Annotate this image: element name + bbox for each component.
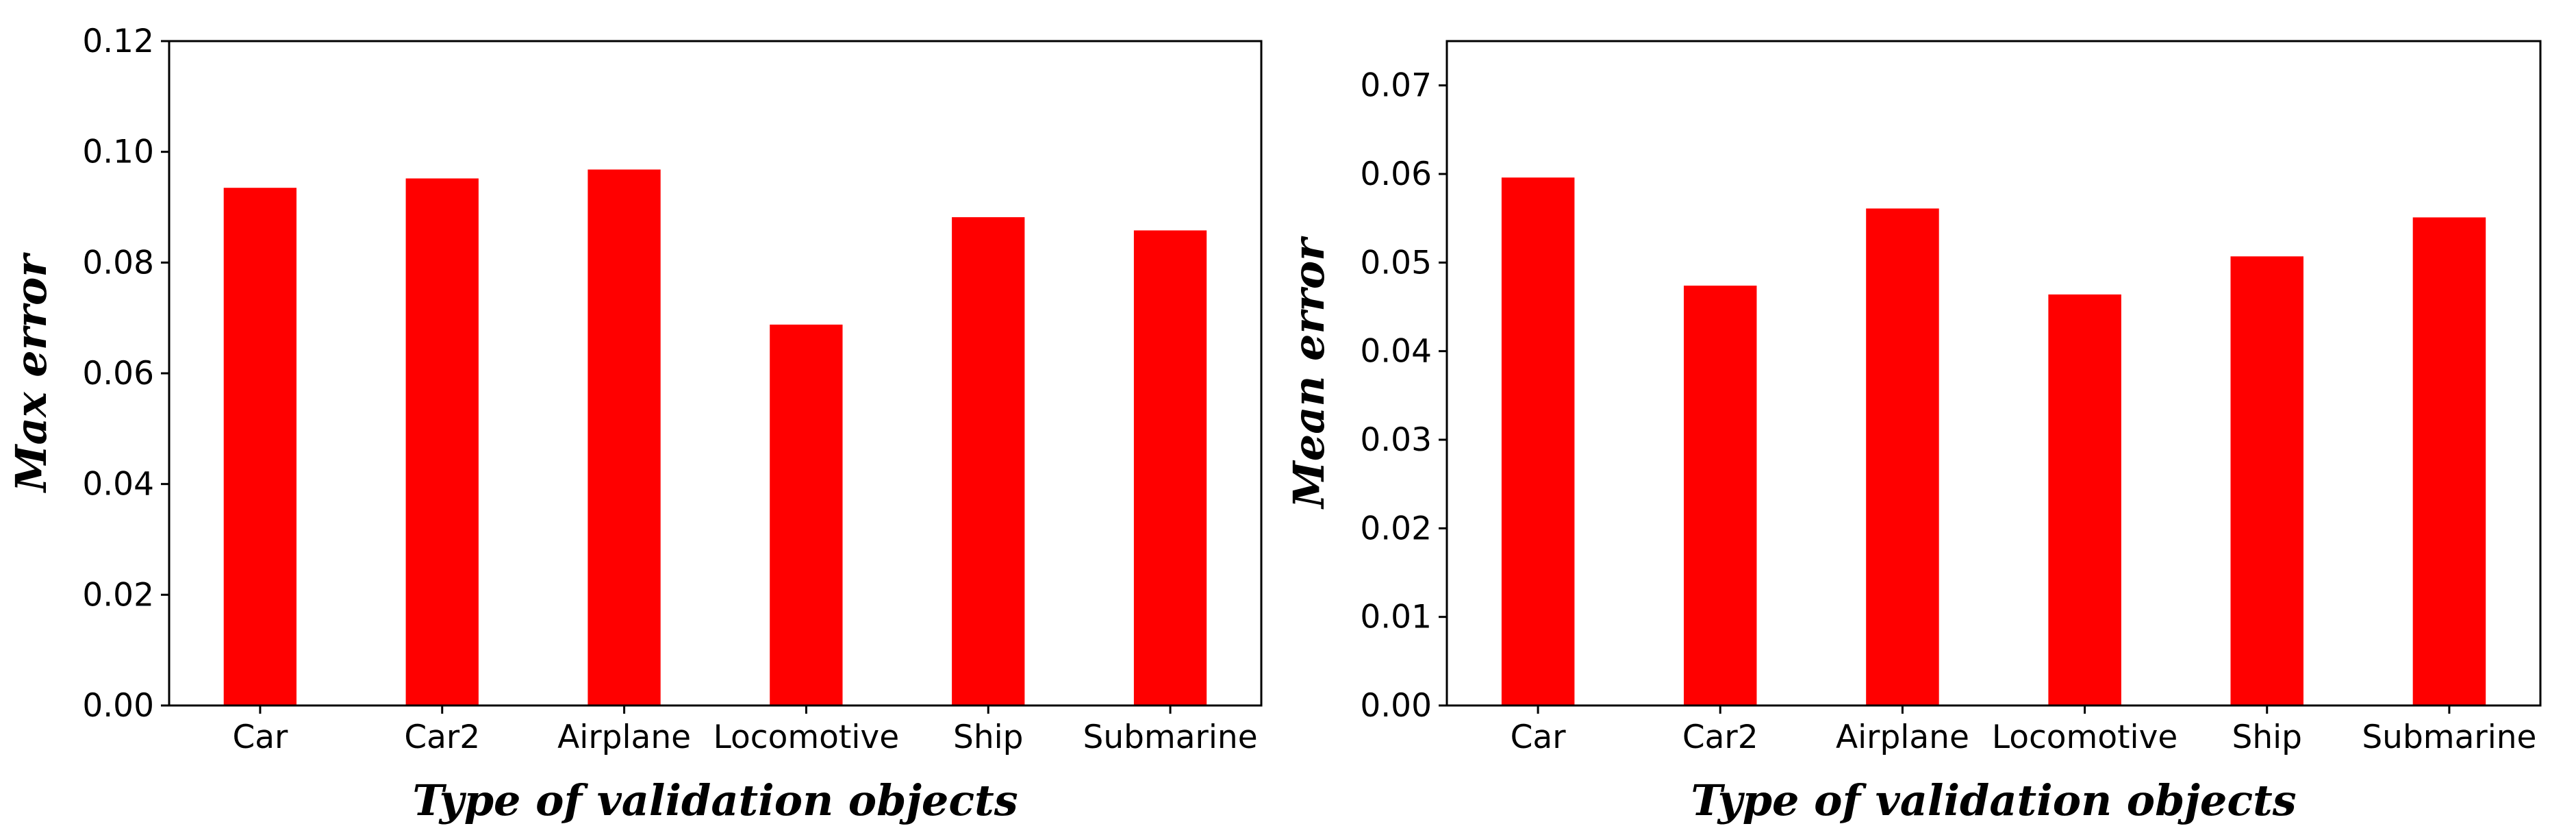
- y-tick-label: 0.10: [82, 134, 154, 171]
- y-tick-label: 0.04: [82, 466, 154, 503]
- x-tick-label: Car: [232, 719, 288, 756]
- bar-locomotive: [770, 324, 843, 705]
- x-tick-label: Submarine: [2362, 719, 2536, 756]
- bar-submarine: [1133, 230, 1207, 705]
- max-error-chart: Max error Type of validation objects 0.0…: [6, 23, 1263, 825]
- bar-car: [223, 188, 296, 705]
- y-axis-title: Mean error: [1284, 236, 1334, 510]
- x-tick-label: Car2: [1682, 719, 1758, 756]
- x-tick-label: Car2: [404, 719, 480, 756]
- bar-locomotive: [2048, 294, 2121, 705]
- x-tick-label: Car: [1511, 719, 1567, 756]
- y-tick-label: 0.06: [82, 355, 154, 392]
- y-tick-label: 0.07: [1360, 67, 1432, 105]
- mean-error-chart: Mean error Type of validation objects 0.…: [1284, 40, 2542, 825]
- bar-ship: [952, 217, 1025, 706]
- y-tick-label: 0.01: [1360, 599, 1432, 636]
- y-tick-label: 0.03: [1360, 421, 1432, 459]
- x-tick-label: Airplane: [1836, 719, 1969, 756]
- y-axis-title: Max error: [6, 252, 56, 493]
- y-tick-label: 0.08: [82, 244, 154, 282]
- x-tick-label: Ship: [2232, 719, 2302, 756]
- x-axis-title: Type of validation objects: [412, 775, 1018, 825]
- y-tick-label: 0.04: [1360, 333, 1432, 371]
- bar-car: [1501, 177, 1575, 705]
- y-tick-label: 0.02: [82, 576, 154, 614]
- bar-car2: [1684, 286, 1757, 705]
- plot-frame: [168, 40, 1263, 707]
- bar-ship: [2230, 256, 2303, 705]
- bar-submarine: [2412, 217, 2486, 705]
- y-tick-label: 0.06: [1360, 155, 1432, 193]
- x-tick-label: Locomotive: [714, 719, 899, 756]
- x-tick-label: Airplane: [557, 719, 691, 756]
- x-tick-label: Submarine: [1083, 719, 1258, 756]
- bar-airplane: [588, 169, 661, 705]
- x-axis-title: Type of validation objects: [1691, 775, 2296, 825]
- x-tick-label: Ship: [953, 719, 1024, 756]
- bar-airplane: [1866, 208, 1939, 705]
- y-tick-label: 0.02: [1360, 510, 1432, 547]
- y-tick-label: 0.12: [82, 23, 154, 60]
- bar-car2: [405, 178, 479, 705]
- y-tick-label: 0.00: [82, 687, 154, 725]
- x-tick-label: Locomotive: [1992, 719, 2177, 756]
- plot-frame: [1445, 40, 2542, 707]
- y-tick-label: 0.00: [1360, 687, 1432, 725]
- y-tick-label: 0.05: [1360, 244, 1432, 282]
